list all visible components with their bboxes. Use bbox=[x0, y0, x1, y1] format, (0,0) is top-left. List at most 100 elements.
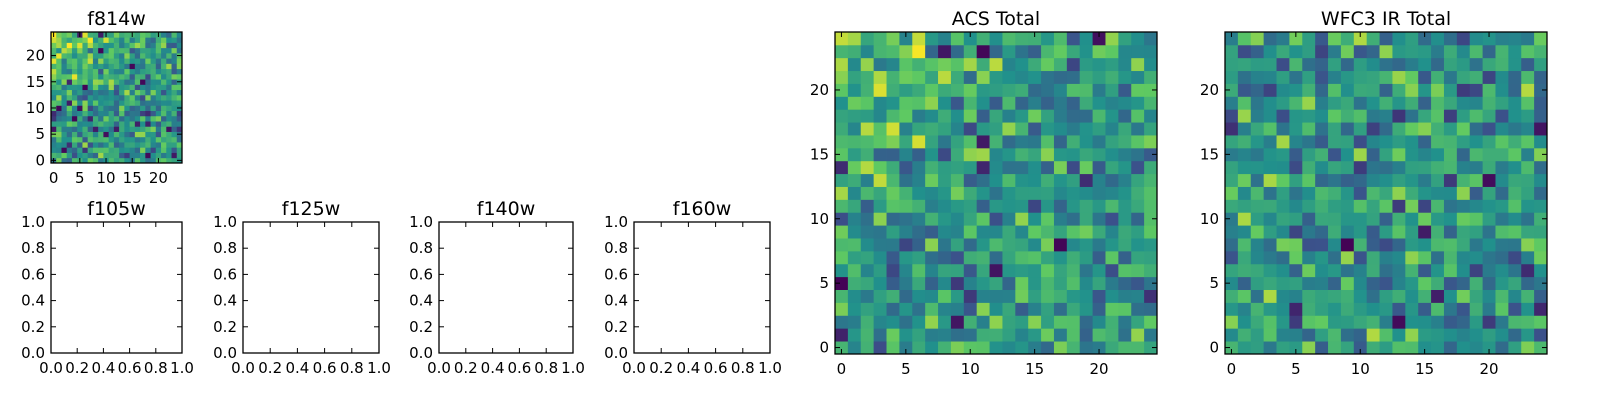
heatmap-cell bbox=[61, 100, 68, 106]
heatmap-cell bbox=[1105, 32, 1119, 46]
heatmap-cell bbox=[61, 63, 68, 70]
heatmap-cell bbox=[1392, 250, 1406, 265]
heatmap-cell bbox=[71, 73, 78, 80]
heatmap-cell bbox=[899, 225, 913, 239]
heatmap-cell bbox=[77, 110, 83, 117]
y-tick-label: 0.4 bbox=[409, 292, 433, 310]
x-tick-label: 1.0 bbox=[170, 359, 194, 377]
heatmap-cell bbox=[150, 58, 157, 64]
heatmap-cell bbox=[1276, 238, 1290, 252]
heatmap-cell bbox=[108, 47, 115, 54]
heatmap-cell bbox=[77, 131, 83, 138]
heatmap-cell bbox=[1315, 328, 1329, 342]
heatmap-cell bbox=[1079, 70, 1093, 84]
heatmap-cell bbox=[103, 105, 110, 111]
heatmap-cell bbox=[71, 131, 78, 138]
heatmap-cell bbox=[873, 70, 887, 84]
heatmap-cell bbox=[847, 96, 862, 110]
heatmap-cell bbox=[113, 42, 120, 49]
heatmap-cell bbox=[873, 44, 887, 59]
heatmap-cell bbox=[134, 84, 141, 91]
heatmap-cell bbox=[103, 42, 110, 49]
heatmap-cell bbox=[1405, 83, 1419, 97]
heatmap-cell bbox=[976, 263, 990, 278]
heatmap-cell bbox=[912, 315, 926, 329]
heatmap-cell bbox=[1276, 57, 1290, 72]
heatmap-cell bbox=[140, 121, 146, 127]
heatmap-cell bbox=[1443, 302, 1458, 316]
heatmap-cell bbox=[1302, 276, 1316, 290]
heatmap-cell bbox=[963, 160, 978, 175]
heatmap-cell bbox=[899, 160, 913, 175]
heatmap-cell bbox=[176, 115, 183, 122]
heatmap-cell bbox=[1263, 250, 1277, 265]
y-tick-label: 0.8 bbox=[409, 239, 433, 257]
heatmap-cell bbox=[912, 263, 926, 278]
heatmap-cell bbox=[1469, 263, 1483, 278]
heatmap-cell bbox=[1495, 96, 1509, 110]
heatmap-cell bbox=[71, 89, 78, 96]
heatmap-cell bbox=[1315, 250, 1329, 265]
heatmap-cell bbox=[1340, 276, 1355, 290]
heatmap-cell bbox=[92, 147, 99, 153]
heatmap-cell bbox=[108, 37, 115, 43]
heatmap-cell bbox=[925, 315, 939, 329]
heatmap-cell bbox=[925, 173, 939, 187]
heatmap-cell bbox=[1079, 173, 1093, 187]
heatmap-cell bbox=[145, 157, 151, 164]
heatmap-cell bbox=[1015, 109, 1029, 123]
heatmap-cell bbox=[1105, 263, 1119, 278]
heatmap-cell bbox=[1225, 96, 1239, 110]
heatmap-cell bbox=[1015, 250, 1029, 265]
heatmap-cell bbox=[108, 136, 115, 143]
heatmap-cell bbox=[1053, 315, 1068, 329]
heatmap-cell bbox=[1079, 225, 1093, 239]
heatmap-cell bbox=[82, 94, 89, 101]
heatmap-cell bbox=[1495, 32, 1509, 46]
heatmap-cell bbox=[1263, 225, 1277, 239]
heatmap-cell bbox=[950, 135, 965, 149]
heatmap-cell bbox=[1366, 122, 1380, 136]
x-tick-label: 5 bbox=[75, 169, 85, 187]
heatmap-cell bbox=[161, 131, 167, 138]
heatmap-cell bbox=[1302, 147, 1316, 162]
heatmap-cell bbox=[1041, 341, 1055, 355]
heatmap-cell bbox=[124, 32, 130, 38]
heatmap-cell bbox=[61, 68, 68, 75]
heatmap-cell bbox=[113, 68, 120, 75]
heatmap-cell bbox=[1469, 250, 1483, 265]
heatmap-cell bbox=[145, 121, 151, 127]
heatmap-cell bbox=[56, 79, 62, 85]
heatmap-cell bbox=[1315, 315, 1329, 329]
heatmap-cell bbox=[129, 68, 136, 75]
heatmap-cell bbox=[1366, 83, 1380, 97]
heatmap-cell bbox=[899, 173, 913, 187]
heatmap-cell bbox=[1366, 57, 1380, 72]
heatmap-cell bbox=[1366, 199, 1380, 213]
heatmap-cell bbox=[140, 115, 146, 122]
heatmap-cell bbox=[860, 57, 875, 72]
heatmap-cell bbox=[1521, 225, 1535, 239]
heatmap-cell bbox=[155, 105, 162, 111]
heatmap-cell bbox=[1392, 341, 1406, 355]
heatmap-cell bbox=[161, 47, 167, 54]
heatmap-cell bbox=[1066, 160, 1081, 175]
heatmap-cell bbox=[113, 32, 120, 38]
heatmap-cell bbox=[1302, 96, 1316, 110]
heatmap-cell bbox=[835, 315, 849, 329]
heatmap-cell bbox=[1225, 263, 1239, 278]
heatmap-cell bbox=[1521, 160, 1535, 175]
heatmap-cell bbox=[860, 238, 875, 252]
y-tick-label: 0.8 bbox=[21, 239, 45, 257]
heatmap-cell bbox=[886, 32, 900, 46]
heatmap-cell bbox=[71, 42, 78, 49]
heatmap-cell bbox=[1053, 83, 1068, 97]
heatmap-cell bbox=[1225, 276, 1239, 290]
heatmap-cell bbox=[1340, 212, 1355, 226]
heatmap-cell bbox=[1237, 341, 1252, 355]
heatmap-cell bbox=[1456, 135, 1471, 149]
heatmap-cell bbox=[950, 32, 965, 46]
heatmap-cell bbox=[873, 83, 887, 97]
heatmap-cell bbox=[1041, 160, 1055, 175]
heatmap-cell bbox=[1443, 263, 1458, 278]
